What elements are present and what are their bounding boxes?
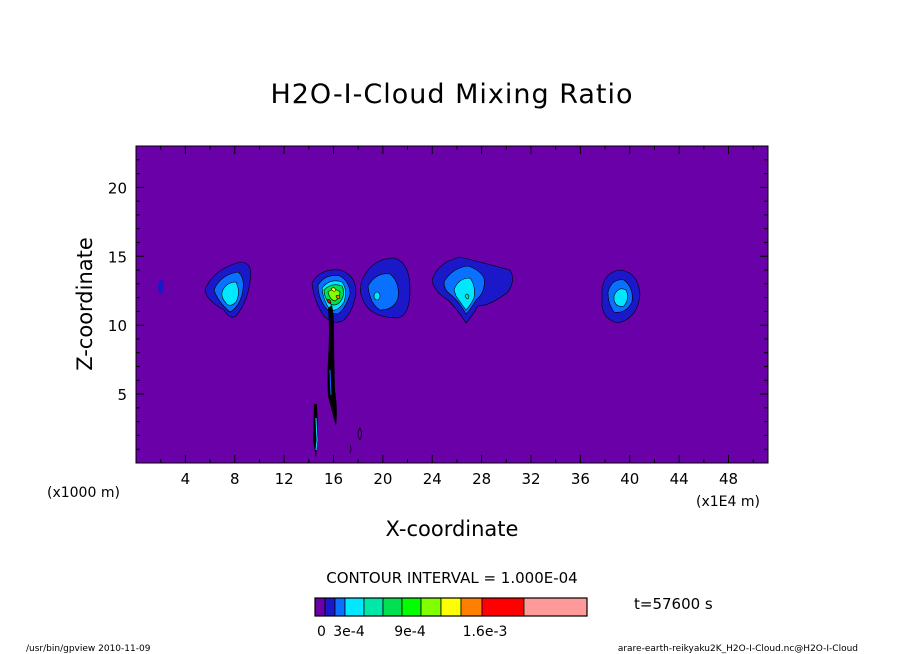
x-tick-label: 8 xyxy=(230,470,240,488)
colorbar-bin xyxy=(363,597,384,617)
colorbar-frame xyxy=(314,597,588,617)
x-tick-label: 40 xyxy=(620,470,639,488)
x-tick-label: 20 xyxy=(373,470,392,488)
colorbar-label: 3e-4 xyxy=(333,624,365,640)
colorbar-bin xyxy=(334,597,346,617)
y-axis-ticks: 5 10 15 20 xyxy=(108,159,768,450)
y-tick-label: 20 xyxy=(108,179,127,197)
plot-frame xyxy=(135,145,769,464)
time-label: t=57600 s xyxy=(634,595,713,613)
y-axis-label: Z-coordinate xyxy=(73,237,97,371)
cloud-cells xyxy=(158,256,641,458)
x-axis-label: X-coordinate xyxy=(386,517,519,541)
colorbar-bin xyxy=(324,597,336,617)
colorbar-label: 1.6e-3 xyxy=(463,624,508,640)
x-scale-note: (x1E4 m) xyxy=(696,494,760,510)
colorbar-bin xyxy=(481,597,525,617)
footer-right: arare-earth-reikyaku2K_H2O-I-Cloud.nc@H2… xyxy=(618,644,858,654)
x-tick-label: 28 xyxy=(472,470,491,488)
colorbar-label: 0 xyxy=(317,624,326,640)
colorbar-label: 9e-4 xyxy=(394,624,426,640)
cloud-cell-2 xyxy=(204,261,252,318)
colorbar-bin xyxy=(344,597,365,617)
colorbar-bin xyxy=(314,597,326,617)
x-tick-label: 48 xyxy=(719,470,738,488)
x-tick-label: 4 xyxy=(181,470,191,488)
cloud-cell-4 xyxy=(360,257,411,319)
y-tick-label: 10 xyxy=(108,317,127,335)
footer-left: /usr/bin/gpview 2010-11-09 xyxy=(26,644,151,654)
contour-interval-text: CONTOUR INTERVAL = 1.000E-04 xyxy=(326,569,577,587)
x-tick-label: 16 xyxy=(324,470,343,488)
colorbar-labels: 0 3e-4 9e-4 1.6e-3 xyxy=(317,624,507,640)
cloud-cell-6 xyxy=(601,269,641,324)
cloud-cell-3 xyxy=(311,269,362,458)
colorbar-bin xyxy=(401,597,422,617)
colorbar-bin xyxy=(440,597,462,617)
x-tick-label: 12 xyxy=(275,470,294,488)
y-tick-label: 5 xyxy=(117,386,127,404)
cloud-cell-5 xyxy=(431,256,513,324)
x-unit-note: (x1000 m) xyxy=(47,485,120,501)
x-tick-label: 32 xyxy=(521,470,540,488)
colorbar-bin xyxy=(382,597,403,617)
colorbar xyxy=(314,597,588,617)
cloud-cell-1 xyxy=(158,280,164,294)
y-tick-label: 15 xyxy=(108,248,127,266)
colorbar-bin xyxy=(460,597,483,617)
colorbar-bin xyxy=(523,597,588,617)
x-tick-label: 44 xyxy=(670,470,689,488)
x-tick-label: 24 xyxy=(423,470,442,488)
x-tick-label: 36 xyxy=(571,470,590,488)
colorbar-bin xyxy=(420,597,442,617)
chart-title: H2O-I-Cloud Mixing Ratio xyxy=(270,79,633,110)
x-axis-ticks: 4 8 12 16 20 24 28 32 36 40 44 48 xyxy=(160,146,754,488)
